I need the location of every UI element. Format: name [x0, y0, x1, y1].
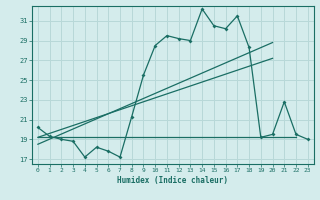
- X-axis label: Humidex (Indice chaleur): Humidex (Indice chaleur): [117, 176, 228, 185]
